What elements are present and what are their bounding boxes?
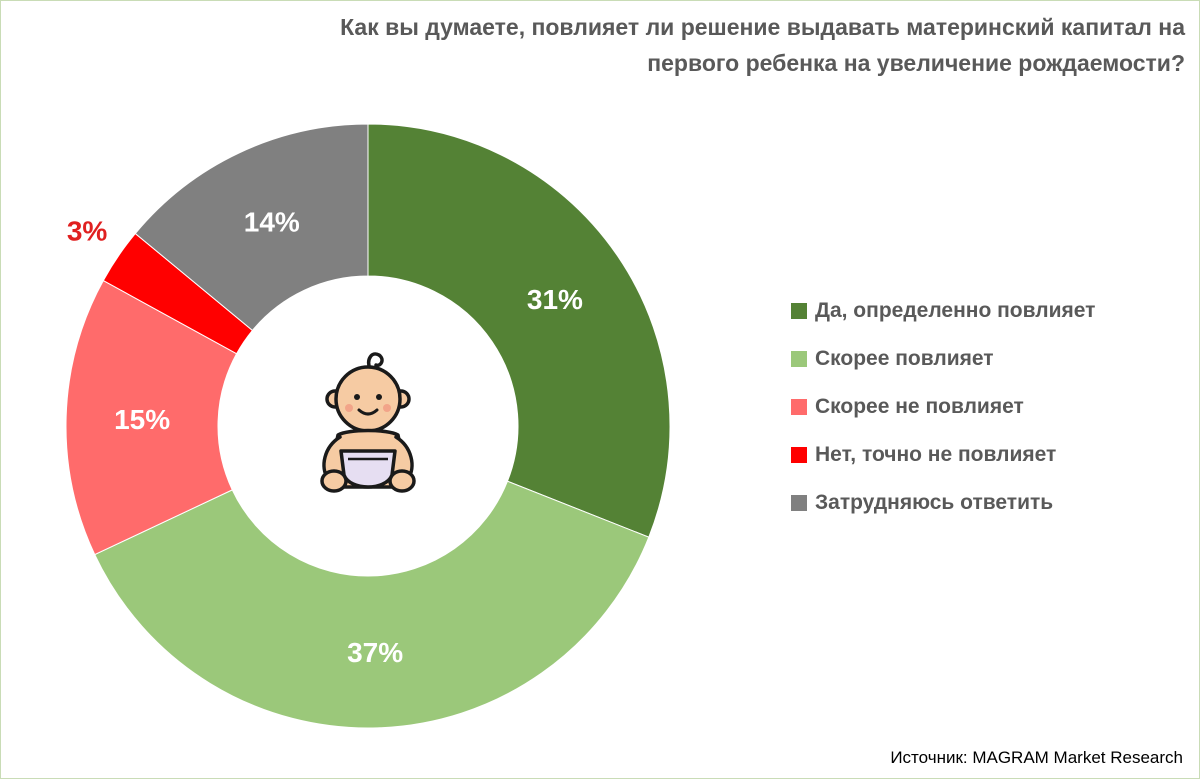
- data-label-5: 14%: [244, 207, 300, 238]
- donut-slice-5: [134, 123, 369, 332]
- legend-item-3: Скорее не повлияет: [791, 383, 1095, 431]
- legend-item-5: Затрудняюсь ответить: [791, 479, 1095, 527]
- baby-in-diaper-icon: [320, 352, 416, 493]
- legend-label: Скорее повлияет: [815, 347, 994, 370]
- legend-label: Скорее не повлияет: [815, 395, 1024, 418]
- legend-label: Затрудняюсь ответить: [815, 491, 1054, 514]
- legend-swatch: [791, 303, 807, 319]
- source-note: Источник: MAGRAM Market Research: [890, 748, 1183, 767]
- data-label-2: 37%: [347, 637, 403, 668]
- legend-swatch: [791, 399, 807, 415]
- data-label-3: 15%: [114, 404, 170, 435]
- legend-item-4: Нет, точно не повлияет: [791, 431, 1095, 479]
- donut-slice-1: [367, 123, 671, 538]
- donut-slice-2: [94, 480, 650, 729]
- legend-label: Нет, точно не повлияет: [815, 443, 1057, 466]
- donut-slice-3: [65, 279, 238, 556]
- legend-swatch: [791, 495, 807, 511]
- legend-item-2: Скорее повлияет: [791, 335, 1095, 383]
- legend-label: Да, определенно повлияет: [815, 299, 1096, 322]
- chart-title-line-2: первого ребенка на увеличение рождаемост…: [647, 50, 1185, 76]
- chart-title-line-1: Как вы думаете, повлияет ли решение выда…: [340, 14, 1185, 40]
- chart-title: Как вы думаете, повлияет ли решение выда…: [185, 9, 1185, 81]
- data-label-1: 31%: [527, 284, 583, 315]
- donut-slices: [65, 123, 671, 729]
- legend-swatch: [791, 447, 807, 463]
- legend-item-1: Да, определенно повлияет: [791, 287, 1095, 335]
- donut-data-labels: 31% 37% 15% 3% 14%: [67, 207, 583, 668]
- data-label-4: 3%: [67, 216, 108, 247]
- chart-legend: Да, определенно повлияет Скорее повлияет С…: [791, 287, 1095, 527]
- legend-swatch: [791, 351, 807, 367]
